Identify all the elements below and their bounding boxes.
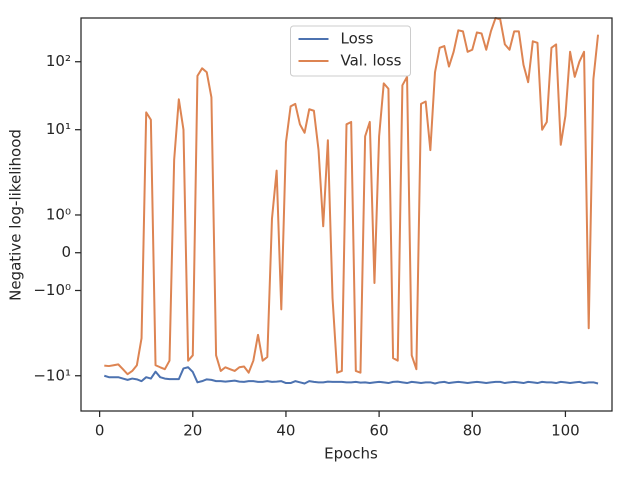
x-tick-label: 40 bbox=[276, 422, 295, 440]
x-tick-label: 80 bbox=[463, 422, 482, 440]
x-tick-label: 20 bbox=[183, 422, 202, 440]
y-tick-label: 10¹ bbox=[46, 120, 71, 138]
x-tick-label: 0 bbox=[95, 422, 105, 440]
line bbox=[103, 366, 599, 385]
y-tick-label: −10⁰ bbox=[33, 281, 71, 299]
line bbox=[104, 17, 600, 376]
y-tick-label: 10⁰ bbox=[46, 205, 71, 223]
y-tick-label: 0 bbox=[61, 243, 71, 261]
y-tick-label: −10¹ bbox=[33, 366, 71, 384]
legend-label: Val. loss bbox=[341, 52, 402, 70]
x-axis-label: Epochs bbox=[324, 445, 378, 463]
y-tick-label: 10² bbox=[46, 52, 71, 70]
axes-frame bbox=[80, 17, 613, 412]
x-tick-label: 60 bbox=[370, 422, 389, 440]
legend-label: Loss bbox=[341, 30, 374, 48]
x-tick-label: 100 bbox=[551, 422, 580, 440]
y-axis-label: Negative log-likelihood bbox=[7, 129, 25, 301]
